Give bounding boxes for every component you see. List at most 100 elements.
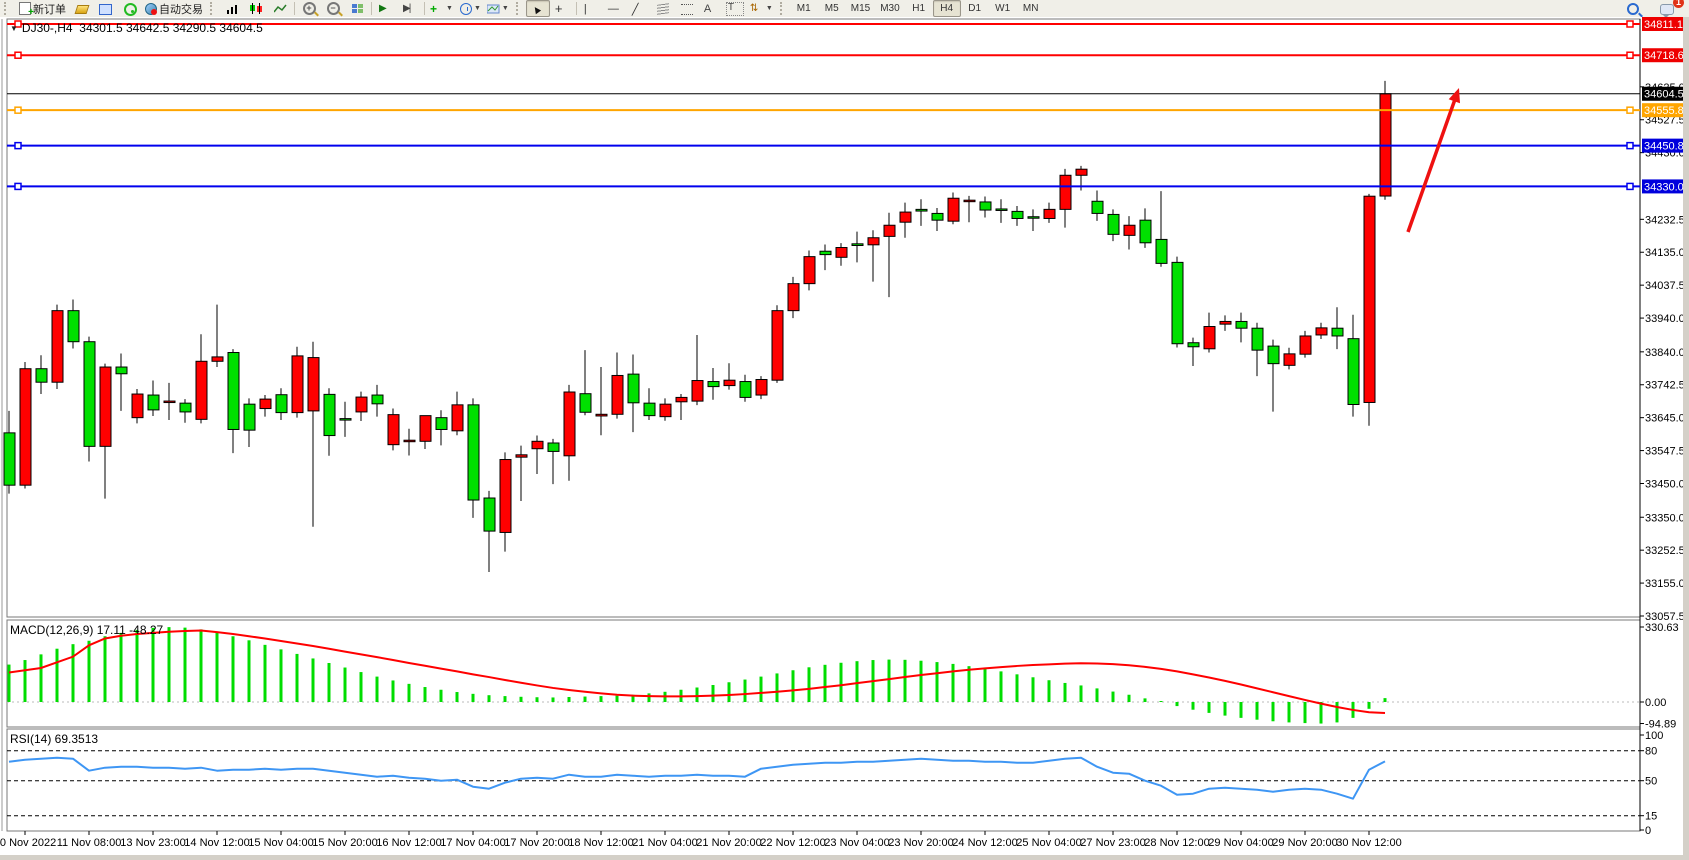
svg-text:14 Nov 12:00: 14 Nov 12:00	[184, 837, 249, 849]
svg-text:0.00: 0.00	[1645, 697, 1666, 709]
timeframe-mn-button[interactable]: MN	[1022, 3, 1039, 14]
rsi-indicator-label: RSI(14) 69.3513	[10, 732, 99, 746]
svg-text:33450.0: 33450.0	[1645, 478, 1685, 490]
zoom-out-button[interactable]: −	[321, 0, 345, 17]
toolbar-grip	[779, 2, 787, 15]
timeframe-m1-button[interactable]: M1	[796, 3, 811, 14]
symbol-collapse-icon[interactable]: ▼	[10, 23, 18, 33]
crosshair-icon: +	[554, 0, 563, 16]
timeframe-d1-button[interactable]: D1	[968, 3, 982, 14]
signals-button[interactable]	[117, 0, 141, 17]
fibonacci-button[interactable]	[651, 0, 675, 17]
bar-chart-icon	[226, 4, 238, 14]
templates-button[interactable]: ▼	[484, 0, 512, 17]
svg-text:23 Nov 04:00: 23 Nov 04:00	[824, 837, 889, 849]
svg-text:34450.8: 34450.8	[1644, 141, 1684, 153]
timeframe-w1-button[interactable]: W1	[995, 3, 1011, 14]
chart-window[interactable]: 34625.034527.534430.034232.534135.034037…	[0, 17, 1689, 855]
auto-trading-label: 自动交易	[159, 3, 203, 16]
auto-trading-button[interactable]: 自动交易	[141, 0, 206, 17]
svg-text:17 Nov 20:00: 17 Nov 20:00	[504, 837, 569, 849]
svg-text:28 Nov 12:00: 28 Nov 12:00	[1144, 837, 1209, 849]
zoom-in-icon: +	[302, 2, 316, 15]
new-order-button[interactable]: 新订单	[14, 0, 69, 18]
channel-button[interactable]	[675, 0, 699, 17]
svg-text:27 Nov 23:00: 27 Nov 23:00	[1080, 837, 1145, 849]
window-right-edge	[1683, 17, 1689, 855]
horizontal-line-icon: —	[607, 2, 619, 15]
monitor-icon	[99, 3, 112, 15]
text-tool-button[interactable]: A	[699, 0, 723, 17]
svg-text:80: 80	[1645, 746, 1657, 758]
symbol-title: ▼ DJ30-,H4 34301.5 34642.5 34290.5 34604…	[10, 21, 263, 35]
tile-windows-button[interactable]	[345, 0, 369, 17]
toolbar-grip	[210, 2, 217, 15]
crosshair-tool-button[interactable]: +	[550, 0, 574, 17]
toolbar-right-group: 1	[1621, 0, 1689, 18]
toolbar-grip	[515, 2, 523, 15]
trend-line-icon: ╱	[631, 3, 639, 16]
shapes-button[interactable]: ⇅ ▼	[747, 0, 776, 17]
new-order-label: 新订单	[33, 3, 66, 16]
macd-indicator-label: MACD(12,26,9) 17.11 -48.27	[10, 623, 164, 637]
globe-stop-icon	[145, 3, 157, 15]
svg-text:34330.0: 34330.0	[1644, 181, 1684, 193]
magnifier-icon	[1627, 2, 1639, 15]
svg-text:33155.0: 33155.0	[1645, 578, 1685, 590]
vertical-line-icon: |	[583, 2, 587, 15]
plus-chart-icon: +	[430, 1, 438, 16]
channel-icon	[680, 4, 693, 15]
fibonacci-icon	[656, 3, 669, 15]
label-tool-button[interactable]: T	[723, 0, 747, 17]
symbol-ohlc-text: DJ30-,H4 34301.5 34642.5 34290.5 34604.5	[21, 21, 263, 35]
svg-text:33645.0: 33645.0	[1645, 413, 1685, 425]
svg-text:30 Nov 12:00: 30 Nov 12:00	[1336, 837, 1401, 849]
chevron-down-icon: ▼	[501, 5, 509, 12]
svg-text:34232.5: 34232.5	[1645, 214, 1685, 226]
svg-text:23 Nov 20:00: 23 Nov 20:00	[888, 837, 953, 849]
timeframe-h1-button[interactable]: H1	[912, 3, 926, 14]
trendline-button[interactable]: ╱	[627, 0, 651, 17]
svg-text:33547.5: 33547.5	[1645, 446, 1685, 458]
toolbar-separator	[371, 2, 372, 15]
svg-text:21 Nov 04:00: 21 Nov 04:00	[632, 837, 697, 849]
zoom-out-icon: −	[326, 2, 340, 15]
svg-text:15: 15	[1645, 811, 1657, 823]
radio-signal-icon	[123, 2, 137, 16]
bar-chart-button[interactable]	[220, 0, 244, 17]
svg-text:33840.0: 33840.0	[1645, 347, 1685, 359]
hlines-layer: 34811.1 34718.6 34604.5 34555.8 34450.8 34330…	[7, 17, 1684, 194]
terminal-button[interactable]	[93, 0, 117, 17]
svg-text:33252.5: 33252.5	[1645, 545, 1685, 557]
chart-shift-button[interactable]: ▶|	[398, 0, 422, 17]
notifications-button[interactable]: 1	[1655, 0, 1684, 18]
auto-scroll-button[interactable]: ▶	[374, 0, 398, 17]
indicators-button[interactable]: + ▼	[427, 0, 456, 17]
zoom-in-button[interactable]: +	[297, 0, 321, 17]
timeframe-m15-button[interactable]: M15	[850, 3, 871, 14]
svg-text:13 Nov 23:00: 13 Nov 23:00	[120, 837, 185, 849]
svg-text:10 Nov 2022: 10 Nov 2022	[0, 837, 56, 849]
market-watch-button[interactable]	[69, 0, 93, 17]
play-chart-icon: ▶	[379, 2, 387, 14]
vertical-line-button[interactable]: |	[579, 0, 603, 17]
candlestick-button[interactable]	[244, 0, 268, 17]
svg-text:11 Nov 08:00: 11 Nov 08:00	[57, 837, 122, 849]
line-chart-button[interactable]	[268, 0, 292, 17]
notification-badge: 1	[1673, 0, 1684, 8]
cursor-tool-button[interactable]: ▲	[525, 0, 550, 17]
svg-text:15 Nov 04:00: 15 Nov 04:00	[248, 837, 313, 849]
timeframe-m30-button[interactable]: M30	[880, 3, 900, 14]
svg-text:34135.0: 34135.0	[1645, 247, 1685, 259]
search-button[interactable]	[1621, 0, 1645, 17]
horizontal-line-button[interactable]: —	[603, 0, 627, 17]
svg-text:18 Nov 12:00: 18 Nov 12:00	[568, 837, 633, 849]
periods-button[interactable]: ▼	[456, 0, 484, 17]
macd-pane	[7, 627, 1387, 724]
gold-ingot-icon	[74, 5, 90, 14]
timeframe-h4-button[interactable]: H4	[932, 0, 961, 17]
shift-chart-icon: ▶|	[403, 2, 411, 14]
timeframe-m5-button[interactable]: M5	[824, 3, 839, 14]
svg-text:50: 50	[1645, 776, 1657, 788]
